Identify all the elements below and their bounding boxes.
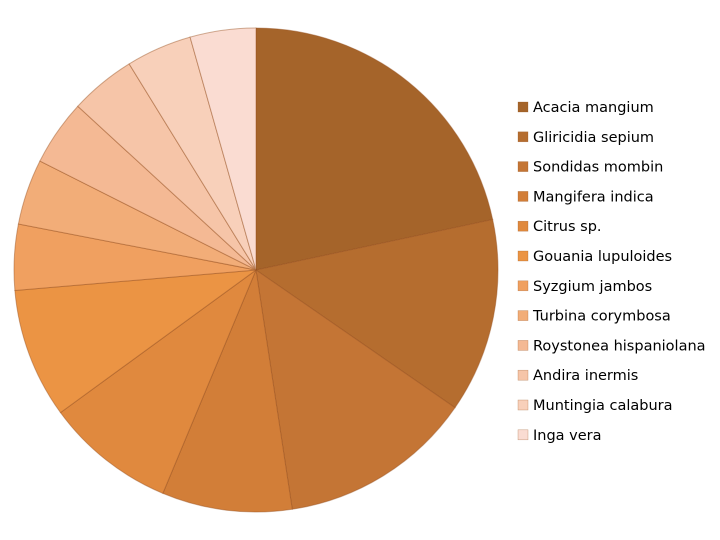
legend-swatch [517,429,529,441]
pie-slice [14,269,258,414]
legend-swatch [517,161,529,172]
legend-swatch [517,131,529,143]
legend-label: Gouania lupuloides [533,249,672,265]
legend-swatch [517,101,529,113]
legend-swatch [517,399,529,411]
legend-label: Syzgium jambos [533,279,652,295]
pie-slice [13,223,257,292]
pie-slice [128,36,257,271]
pie-slice [255,27,494,271]
legend-label: Inga vera [533,428,602,444]
legend-label: Acacia mangium [533,100,654,116]
legend-swatch [517,280,529,292]
legend-swatch [517,369,529,381]
legend-swatch [517,220,529,232]
pie-slice [17,160,257,271]
pie-slice [77,63,257,271]
legend-label: Turbina corymbosa [532,309,671,325]
legend-label: Roystonea hispaniolana [533,338,706,354]
legend-swatch [517,191,529,202]
pie-slice [255,268,456,510]
legend-label: Muntingia calabura [533,398,673,414]
legend-swatch [517,340,529,351]
legend-swatch [517,250,529,262]
pie-slice [189,27,257,271]
legend-label: Sondidas mombin [533,160,663,176]
pie-slice [162,268,293,513]
legend-label: Andira inermis [533,368,638,384]
legend-label: Gliricidia sepium [533,130,654,146]
pie-slice [59,268,258,495]
legend-swatch [517,310,529,321]
pie-slice [254,218,499,409]
legend-label: Mangifera indica [533,189,654,205]
legend-label: Citrus sp. [533,219,602,235]
pie-slice [39,105,257,271]
